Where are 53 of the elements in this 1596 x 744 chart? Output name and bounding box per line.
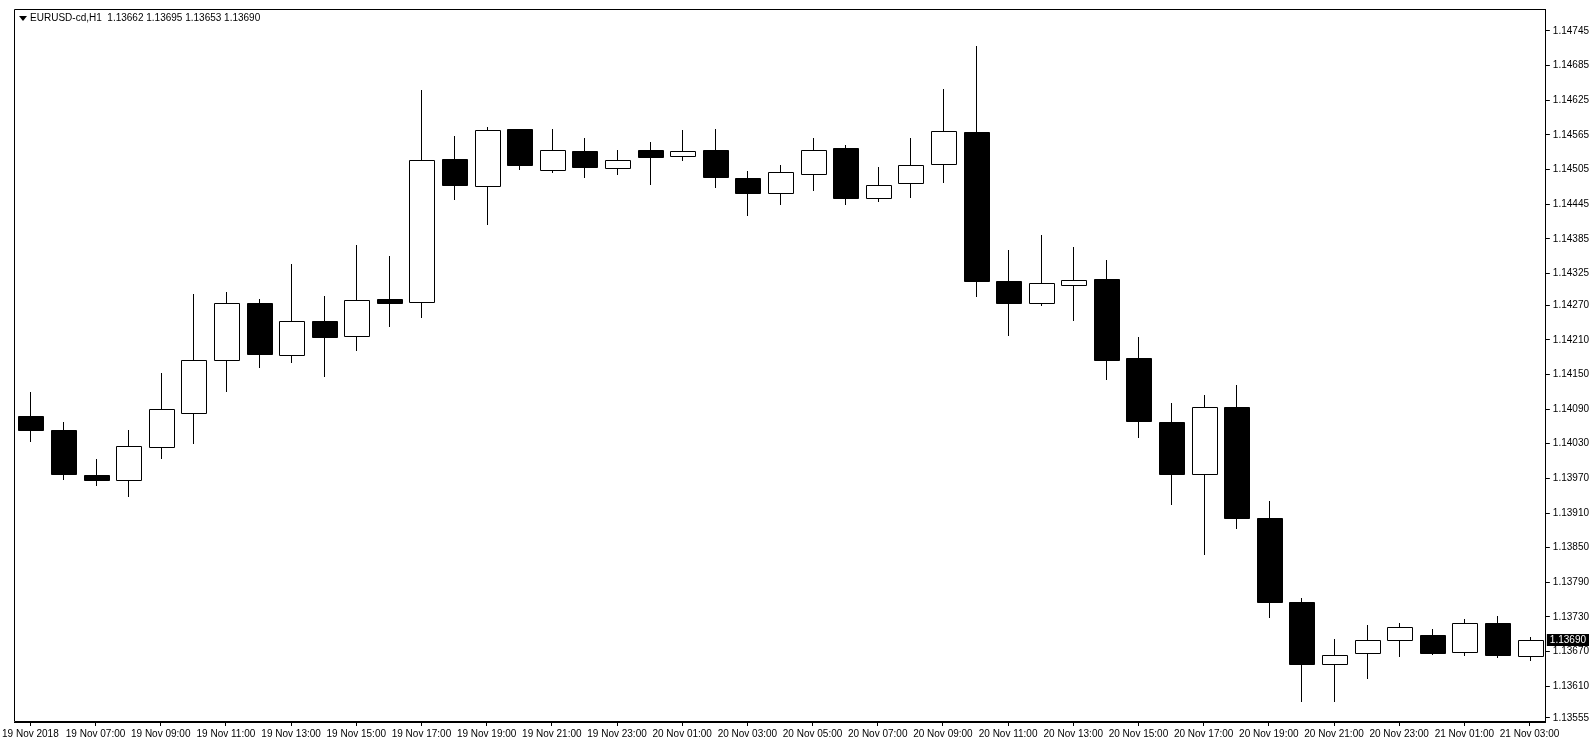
x-tick-label: 19 Nov 13:00 <box>261 727 322 739</box>
x-tick-label: 19 Nov 23:00 <box>587 727 648 739</box>
candlestick <box>670 129 696 162</box>
x-tick-label: 19 Nov 11:00 <box>196 727 256 739</box>
y-tick-label: 1.13730 <box>1552 610 1590 622</box>
y-tick-label: 1.14325 <box>1552 267 1590 279</box>
y-tick-label: 1.13970 <box>1552 472 1590 484</box>
y-tick-label: 1.14745 <box>1552 24 1590 36</box>
x-tick-label: 20 Nov 23:00 <box>1369 727 1430 739</box>
y-tick-label: 1.14270 <box>1552 298 1590 310</box>
x-tick-label: 20 Nov 19:00 <box>1239 727 1300 739</box>
x-tick-label: 20 Nov 03:00 <box>717 727 778 739</box>
y-tick-label: 1.13910 <box>1552 506 1590 518</box>
x-tick-label: 19 Nov 15:00 <box>326 727 387 739</box>
x-tick-label: 19 Nov 09:00 <box>130 727 191 739</box>
y-tick-label: 1.14090 <box>1552 402 1590 414</box>
candlestick <box>1322 638 1348 703</box>
x-tick-label: 20 Nov 09:00 <box>913 727 974 739</box>
x-tick-label: 20 Nov 11:00 <box>978 727 1038 739</box>
y-tick-label: 1.14030 <box>1552 437 1590 449</box>
y-tick-label: 1.13610 <box>1552 679 1590 691</box>
text: 1.13690 <box>1549 633 1587 645</box>
x-tick-label: 19 Nov 21:00 <box>522 727 583 739</box>
x-tick-label: 20 Nov 13:00 <box>1043 727 1104 739</box>
y-tick-label: 1.13670 <box>1552 645 1590 657</box>
x-tick-label: 21 Nov 03:00 <box>1499 727 1560 739</box>
x-tick-label: 19 Nov 2018 <box>2 727 60 739</box>
y-tick-label: 1.13790 <box>1552 576 1590 588</box>
candlestick <box>377 255 403 328</box>
y-tick-label: 1.14625 <box>1552 93 1590 105</box>
y-tick-label: 1.14565 <box>1552 128 1590 140</box>
x-tick-label: 19 Nov 19:00 <box>456 727 517 739</box>
y-tick-label: 1.14210 <box>1552 333 1590 345</box>
y-tick-label: 1.14685 <box>1552 59 1590 71</box>
y-tick-label: 1.14445 <box>1552 197 1590 209</box>
x-tick-label: 19 Nov 17:00 <box>391 727 452 739</box>
candlestick <box>1061 246 1087 322</box>
y-tick-label: 1.14505 <box>1552 163 1590 175</box>
x-tick-label: 21 Nov 01:00 <box>1434 727 1495 739</box>
chart-title: EURUSD-cd,H1 1.13662 1.13695 1.13653 1.13690 <box>30 11 261 23</box>
candlestick <box>84 458 110 487</box>
x-tick-label: 20 Nov 05:00 <box>782 727 843 739</box>
x-tick-label: 20 Nov 21:00 <box>1304 727 1365 739</box>
y-tick-label: 1.13555 <box>1552 711 1590 723</box>
y-tick-label: 1.14150 <box>1552 368 1590 380</box>
y-tick-label: 1.14385 <box>1552 232 1590 244</box>
x-tick-label: 20 Nov 15:00 <box>1108 727 1169 739</box>
x-tick-label: 19 Nov 07:00 <box>65 727 126 739</box>
x-tick-label: 20 Nov 07:00 <box>847 727 908 739</box>
x-tick-label: 20 Nov 17:00 <box>1173 727 1234 739</box>
x-tick-label: 20 Nov 01:00 <box>652 727 713 739</box>
y-tick-label: 1.13850 <box>1552 541 1590 553</box>
candlestick <box>638 141 664 186</box>
